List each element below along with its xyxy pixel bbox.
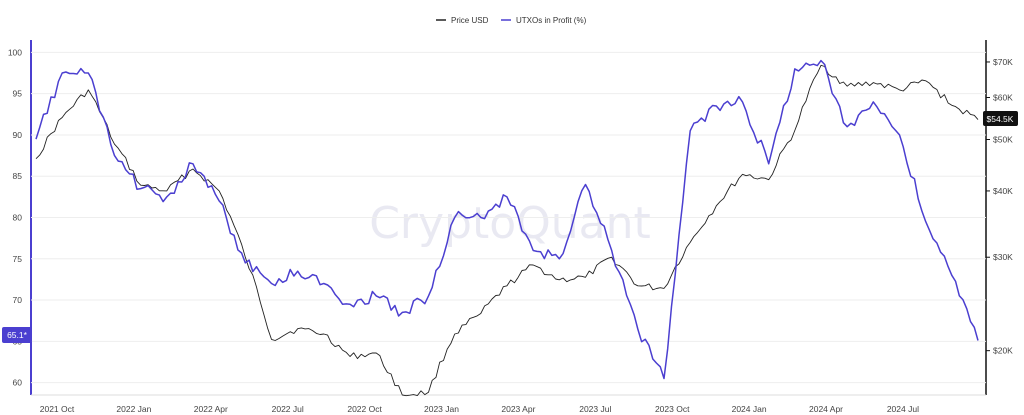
x-tick-label: 2022 Jan: [116, 404, 151, 414]
utxo-last-value-text: 65.1*: [7, 330, 28, 340]
y-right-tick-label: $50K: [993, 135, 1013, 145]
x-tick-label: 2022 Oct: [347, 404, 382, 414]
x-tick-label: 2021 Oct: [40, 404, 75, 414]
legend-label-price: Price USD: [451, 16, 489, 25]
x-tick-label: 2023 Jul: [579, 404, 611, 414]
y-right-tick-label: $20K: [993, 346, 1013, 356]
y-right-tick-label: $70K: [993, 57, 1013, 67]
x-tick-label: 2024 Jan: [732, 404, 767, 414]
y-left-tick-label: 100: [8, 47, 22, 57]
y-left-tick-label: 90: [13, 130, 23, 140]
y-right-tick-label: $30K: [993, 252, 1013, 262]
series-lines: [35, 59, 979, 397]
watermark-text: CryptoQuant: [369, 198, 651, 249]
utxo-last-value-badge: 65.1*: [2, 327, 32, 343]
legend-item-utxo[interactable]: UTXOs in Profit (%): [501, 16, 587, 25]
price-last-value-text: $54.5K: [987, 114, 1014, 124]
price-last-value-badge: $54.5K: [983, 111, 1018, 126]
grid-lines: [31, 51, 986, 384]
legend-item-price[interactable]: Price USD: [436, 16, 489, 25]
x-axis-ticks: 2021 Oct 2022 Jan 2022 Apr 2022 Jul 2022 Oct…: [40, 404, 919, 414]
x-tick-label: 2023 Jan: [424, 404, 459, 414]
legend: Price USD UTXOs in Profit (%): [436, 16, 587, 25]
series-line-price-usd: [35, 64, 979, 397]
y-left-tick-label: 70: [13, 295, 23, 305]
x-tick-label: 2022 Apr: [194, 404, 228, 414]
x-tick-label: 2024 Jul: [887, 404, 919, 414]
y-left-tick-label: 95: [13, 89, 23, 99]
x-tick-label: 2024 Apr: [809, 404, 843, 414]
y-axis-right-ticks: $20K $30K $40K $50K $60K $70K: [986, 57, 1013, 356]
y-right-tick-label: $40K: [993, 186, 1013, 196]
y-left-tick-label: 75: [13, 254, 23, 264]
y-left-tick-label: 60: [13, 378, 23, 388]
y-left-tick-label: 85: [13, 171, 23, 181]
series-line-utxos-in-profit: [35, 59, 979, 380]
y-left-tick-label: 80: [13, 213, 23, 223]
legend-label-utxo: UTXOs in Profit (%): [516, 16, 587, 25]
x-tick-label: 2023 Oct: [655, 404, 690, 414]
x-tick-label: 2023 Apr: [501, 404, 535, 414]
y-right-tick-label: $60K: [993, 92, 1013, 102]
x-tick-label: 2022 Jul: [272, 404, 304, 414]
